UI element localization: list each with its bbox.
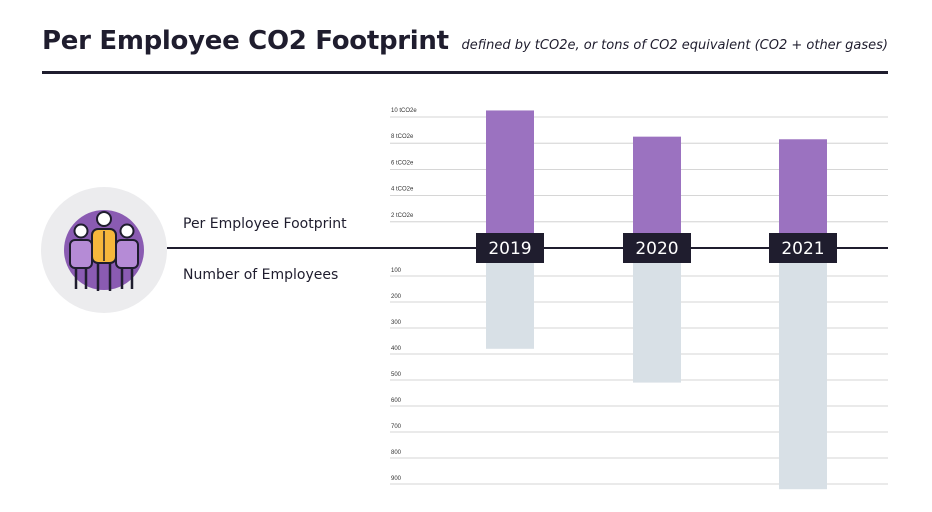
bottom-tick-label: 800 — [391, 450, 402, 456]
year-badge — [623, 233, 691, 263]
bottom-tick-label: 400 — [391, 346, 402, 352]
year-label: 2021 — [781, 239, 824, 259]
top-tick-label: 8 tCO2e — [391, 134, 414, 140]
title-divider — [42, 71, 888, 74]
top-tick-label: 4 tCO2e — [391, 187, 414, 193]
page-subtitle: defined by tCO2e, or tons of CO2 equival… — [461, 38, 888, 53]
top-tick-label: 10 tCO2e — [391, 108, 417, 114]
bottom-tick-label: 700 — [391, 424, 402, 430]
employees-bar — [486, 248, 534, 349]
top-tick-label: 2 tCO2e — [391, 213, 414, 219]
bottom-tick-label: 200 — [391, 294, 402, 300]
footprint-bar — [633, 136, 681, 248]
year-label: 2020 — [635, 239, 678, 259]
bottom-tick-label: 600 — [391, 398, 402, 404]
employees-bar — [633, 248, 681, 383]
year-badge — [476, 233, 544, 263]
year-label: 2019 — [488, 239, 531, 259]
employees-group-icon — [64, 210, 144, 291]
bottom-tick-label: 900 — [391, 476, 402, 482]
page-title: Per Employee CO2 Footprint — [42, 26, 449, 56]
top-tick-label: 6 tCO2e — [391, 160, 414, 166]
employees-bar — [779, 248, 827, 490]
year-badge — [769, 233, 837, 263]
bottom-tick-label: 500 — [391, 372, 402, 378]
bottom-tick-label: 300 — [391, 320, 402, 326]
employees-avatar — [41, 187, 167, 313]
bottom-tick-label: 100 — [391, 268, 402, 274]
footprint-bar — [486, 110, 534, 248]
footprint-bar — [779, 139, 827, 248]
footprint-row-label: Per Employee Footprint — [183, 216, 347, 232]
employees-row-label: Number of Employees — [183, 267, 339, 283]
